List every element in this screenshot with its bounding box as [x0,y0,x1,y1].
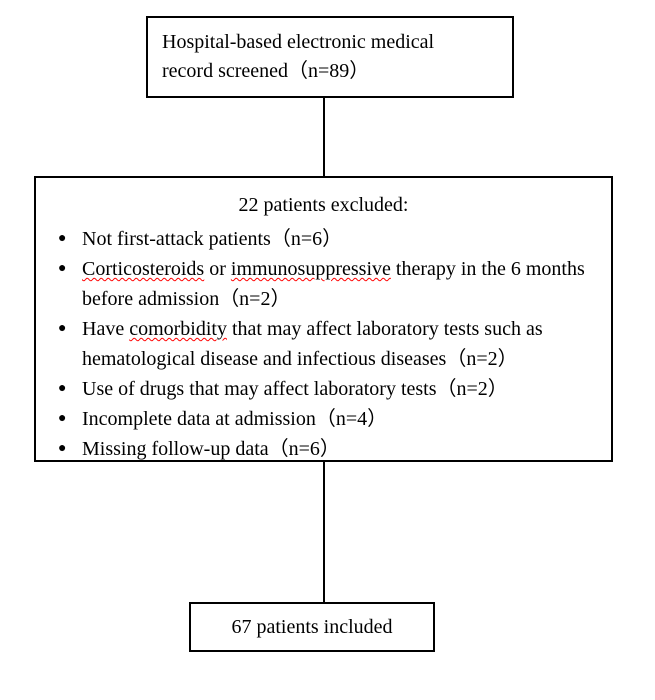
text-segment: Incomplete data at admission（n=4） [82,408,387,430]
included-text: 67 patients included [231,616,392,639]
excluded-item: Missing follow-up data（n=6） [54,434,593,464]
excluded-item: Corticosteroids or immunosuppressive the… [54,254,593,314]
spellcheck-word: Corticosteroids [82,258,204,280]
excluded-header: 22 patients excluded: [54,190,593,220]
screened-line1: Hospital-based electronic medical [162,31,434,53]
connector-mid-bot [323,462,325,602]
excluded-item: Use of drugs that may affect laboratory … [54,374,593,404]
spellcheck-word: comorbidity [129,318,227,340]
text-segment: or [204,258,231,280]
screened-line2: record screened（n=89） [162,60,369,82]
excluded-list: Not first-attack patients（n=6） Corticoste… [54,224,593,464]
screened-box: Hospital-based electronic medical record… [146,16,514,98]
text-segment: Have [82,318,129,340]
excluded-item: Have comorbidity that may affect laborat… [54,314,593,374]
excluded-item: Not first-attack patients（n=6） [54,224,593,254]
spellcheck-word: immunosuppressive [231,258,391,280]
connector-top-mid [323,98,325,176]
excluded-box: 22 patients excluded: Not first-attack p… [34,176,613,462]
text-segment: Missing follow-up data（n=6） [82,438,340,460]
text-segment: Not first-attack patients（n=6） [82,228,342,250]
included-box: 67 patients included [189,602,435,652]
excluded-item: Incomplete data at admission（n=4） [54,404,593,434]
text-segment: Use of drugs that may affect laboratory … [82,378,508,400]
